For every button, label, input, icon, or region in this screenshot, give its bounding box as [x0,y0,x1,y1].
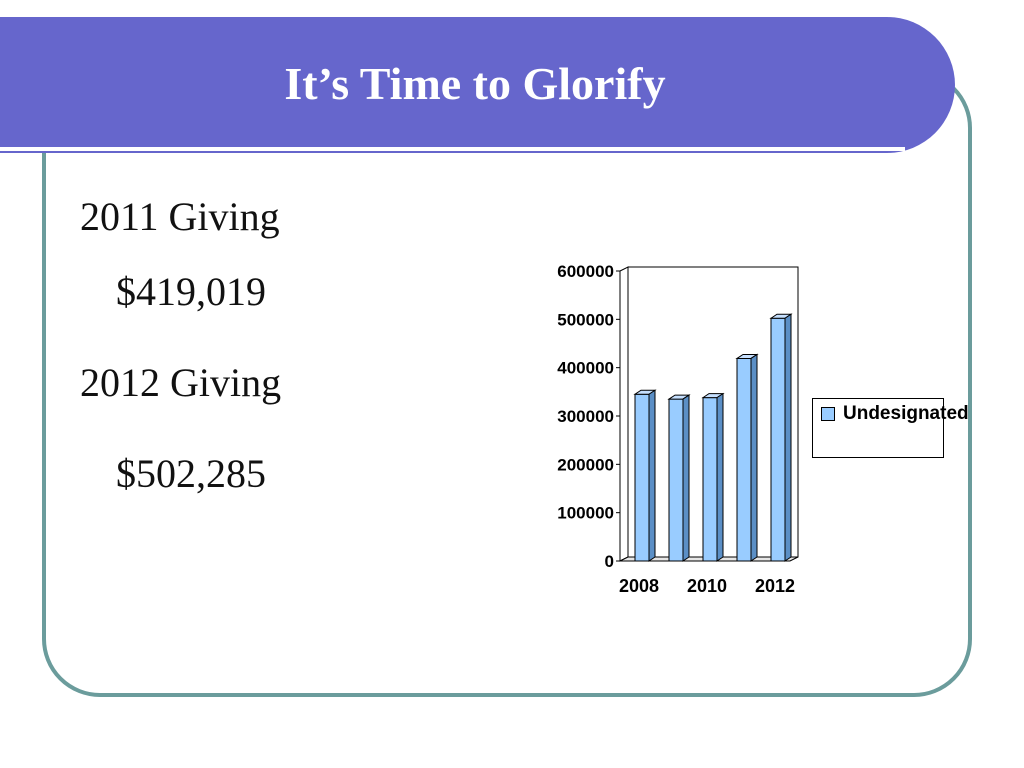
giving-2011-value: $419,019 [116,269,266,314]
y-tick-label: 200000 [557,455,614,474]
giving-2011-label: 2011 Giving [80,194,280,239]
x-tick-label: 2012 [755,576,795,596]
side-wall [619,266,629,562]
giving-2012-label: 2012 Giving [80,360,282,405]
x-tick-label: 2010 [687,576,727,596]
y-tick-label: 600000 [557,262,614,281]
bar-side [784,313,792,562]
legend-label: Undesignated [843,403,969,424]
bar-side [648,389,656,562]
bar-side [750,353,758,562]
y-tick-label: 500000 [557,310,614,329]
giving-2012-value: $502,285 [116,451,266,496]
bar [668,398,684,562]
x-tick-label: 2008 [619,576,659,596]
bar [736,357,752,562]
bar [702,397,718,562]
bar-side [716,392,724,562]
slide-frame [42,70,972,697]
title-underline [0,147,905,151]
y-tick-label: 400000 [557,359,614,378]
y-tick-label: 0 [605,552,614,571]
y-tick-label: 100000 [557,504,614,523]
bar [634,393,650,562]
bar-side [682,394,690,562]
y-tick-label: 300000 [557,407,614,426]
bar [770,317,786,562]
title-bar: It’s Time to Glorify [0,17,955,153]
legend-swatch [821,407,835,421]
chart-legend: Undesignated [812,398,969,458]
slide-title: It’s Time to Glorify [284,58,666,109]
